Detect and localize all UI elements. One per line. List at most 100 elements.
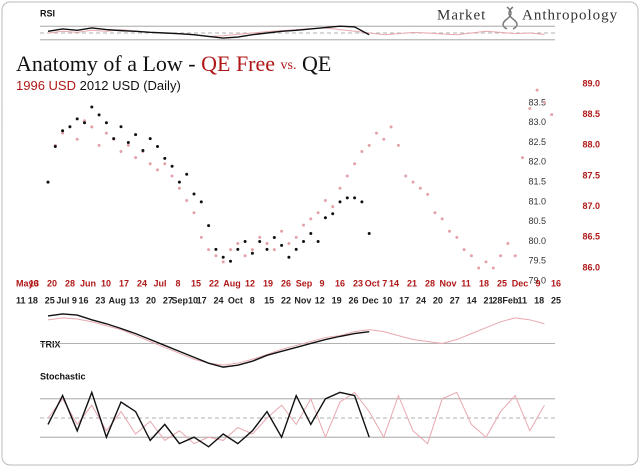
data-point [134,133,138,137]
y2-tick-label: 88.0 [582,140,600,150]
legend-entry: 2012 USD [80,78,140,93]
x-tick-label: 23 [353,278,363,288]
x-tick-label: 11 [461,278,471,288]
x-tick-label: 18 [28,295,38,305]
x-tick-label: 27 [450,295,460,305]
data-point [367,143,371,147]
data-point [404,174,408,178]
y2-tick-label: 89.0 [582,78,600,88]
x-tick-label: 17 [399,295,409,305]
x-tick-label: Dec [512,278,529,288]
x-tick-label: Nov [294,295,311,305]
data-point [90,125,94,129]
data-point [185,172,189,176]
y-tick-label: 80.5 [528,216,546,226]
indicator-line [47,25,370,39]
title-part: vs. [281,58,297,73]
data-point [75,117,79,121]
data-point [353,196,357,200]
x-tick-label: 8 [175,278,180,288]
x-tick-label: 17 [119,278,129,288]
data-point [302,223,305,227]
data-point [287,255,291,259]
data-point [375,131,378,135]
x-tick-label: 18 [534,295,544,305]
data-point [396,143,400,147]
data-point [243,239,247,243]
data-point [119,149,123,153]
data-point [207,248,211,252]
data-point [156,168,159,172]
data-point [192,192,196,196]
x-tick-label: 20 [146,295,156,305]
x-tick-label: Jun [80,278,96,288]
x-tick-label: 28 [65,278,75,288]
x-tick-label: 14 [389,278,399,288]
title-part: QE [302,51,331,76]
data-point [477,266,481,270]
data-point [338,200,342,204]
data-point [513,254,517,258]
data-point [250,251,254,255]
x-tick-label: Jul [153,278,166,288]
x-tick-label: 24 [137,278,147,288]
x-tick-label: 13 [29,278,39,288]
x-tick-label: 20 [47,278,57,288]
data-point [214,254,218,258]
data-point [177,186,181,190]
y2-tick-label: 86.5 [582,232,600,242]
x-tick-label: 18 [479,278,489,288]
data-point [411,180,415,184]
x-tick-label: 27 [163,295,173,305]
y-tick-label: 83.0 [528,117,546,127]
x-tick-label: 16 [335,278,345,288]
data-point [484,260,488,264]
indicator-line [47,390,370,448]
data-point [68,125,72,129]
x-tick-label: 22 [209,278,219,288]
legend-entry: 1996 USD [16,78,76,93]
data-point [236,241,240,245]
data-point [294,235,298,239]
data-point [61,131,65,135]
data-point [550,113,554,117]
data-point [148,137,152,141]
subtitle-text: (Daily) [143,78,181,93]
panel-title: TRIX [40,339,61,349]
x-tick-label: 10 [101,278,111,288]
data-point [418,186,422,190]
x-tick-label: 26 [348,295,358,305]
data-point [250,248,254,252]
data-point [83,121,86,125]
indicator-line [47,317,545,366]
data-point [192,211,196,215]
x-tick-label: 20 [433,295,443,305]
x-tick-label: 14 [467,295,477,305]
data-point [448,229,451,233]
x-tick-label: 12 [245,278,255,288]
y-tick-label: 82.0 [528,157,546,167]
x-tick-label: 12 [315,295,325,305]
data-point [302,239,305,243]
data-point [345,196,349,200]
data-point [462,248,466,252]
x-tick-label: 21 [407,278,417,288]
data-point [141,148,145,152]
y-tick-label: 81.5 [528,176,546,186]
x-tick-label: 13 [129,295,139,305]
x-tick-label: Nov [439,278,456,288]
x-tick-label: 24 [416,295,426,305]
data-point [521,156,524,160]
x-tick-label: 25 [45,295,55,305]
data-point [323,216,327,220]
data-point [163,156,167,160]
data-point [309,232,313,236]
y-tick-label: 81.0 [528,196,546,206]
data-point [499,254,503,258]
indicator-line [47,391,545,445]
x-tick-label: 25 [551,295,561,305]
x-tick-label: Aug [223,278,241,288]
data-point [221,260,225,264]
